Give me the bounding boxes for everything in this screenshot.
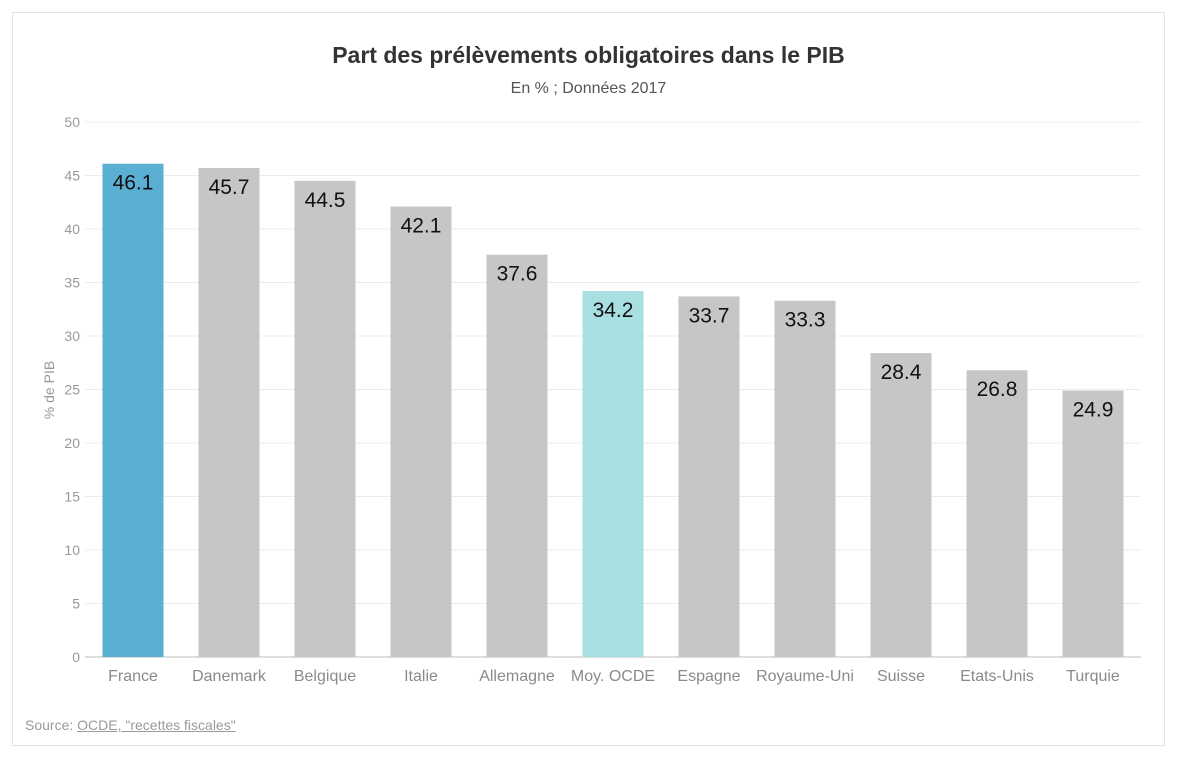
- x-tick-label: Turquie: [1066, 668, 1120, 685]
- data-label: 24.9: [1073, 399, 1114, 422]
- x-tick-label: France: [108, 668, 158, 685]
- source-prefix: Source:: [25, 717, 78, 733]
- x-tick-label: Belgique: [294, 668, 356, 685]
- data-label: 42.1: [401, 215, 442, 238]
- bar[interactable]: [966, 370, 1028, 657]
- x-tick-label: Royaume-Uni: [756, 668, 854, 685]
- data-label: 44.5: [305, 189, 346, 212]
- bar[interactable]: [294, 180, 356, 657]
- y-tick-label: 5: [72, 596, 80, 612]
- bar[interactable]: [390, 206, 452, 657]
- data-label: 46.1: [113, 172, 154, 195]
- y-tick-label: 15: [64, 489, 80, 505]
- bar[interactable]: [198, 168, 260, 657]
- x-tick-label: Etats-Unis: [960, 668, 1034, 685]
- data-label: 45.7: [209, 176, 250, 199]
- y-tick-label: 35: [64, 275, 80, 291]
- bars: 46.1 45.7 44.5 42.1 37.6 34.2 33.7 33.3 28.4 26.8…: [102, 163, 1124, 658]
- y-tick-label: 40: [64, 221, 80, 237]
- x-tick-label: Danemark: [192, 668, 267, 685]
- bar[interactable]: [486, 254, 548, 657]
- y-tick-label: 45: [64, 168, 80, 184]
- x-tick-label: Espagne: [677, 668, 740, 685]
- source-note: Source: OCDE, "recettes fiscales": [25, 717, 236, 733]
- y-tick-label: 20: [64, 435, 80, 451]
- data-label: 28.4: [881, 361, 922, 384]
- x-tick-label: Italie: [404, 668, 438, 685]
- chart-frame: [12, 12, 1165, 746]
- bar[interactable]: [1062, 390, 1124, 657]
- x-tick-label: Allemagne: [479, 668, 555, 685]
- bar[interactable]: [774, 300, 836, 657]
- y-tick-label: 25: [64, 382, 80, 398]
- y-tick-label: 50: [64, 114, 80, 130]
- x-tick-labels: France Danemark Belgique Italie Allemagne Moy…: [108, 668, 1120, 685]
- y-axis-label: % de PIB: [41, 361, 57, 419]
- data-label: 37.6: [497, 263, 538, 286]
- y-tick-labels: 0 5 10 15 20 25 30 35 40 45 50: [64, 114, 80, 665]
- bar[interactable]: [582, 291, 644, 657]
- bar[interactable]: [870, 353, 932, 657]
- bar[interactable]: [678, 296, 740, 657]
- data-label: 33.3: [785, 309, 826, 332]
- x-tick-label: Suisse: [877, 668, 925, 685]
- y-tick-label: 30: [64, 328, 80, 344]
- chart-title: Part des prélèvements obligatoires dans …: [332, 42, 845, 68]
- chart-subtitle: En % ; Données 2017: [510, 80, 667, 97]
- data-label: 33.7: [689, 304, 730, 327]
- data-label: 26.8: [977, 378, 1018, 401]
- data-label: 34.2: [593, 299, 634, 322]
- y-tick-label: 0: [72, 649, 80, 665]
- y-tick-label: 10: [64, 542, 80, 558]
- x-tick-label: Moy. OCDE: [571, 668, 655, 685]
- bar[interactable]: [102, 163, 164, 658]
- source-link[interactable]: OCDE, "recettes fiscales": [77, 717, 236, 733]
